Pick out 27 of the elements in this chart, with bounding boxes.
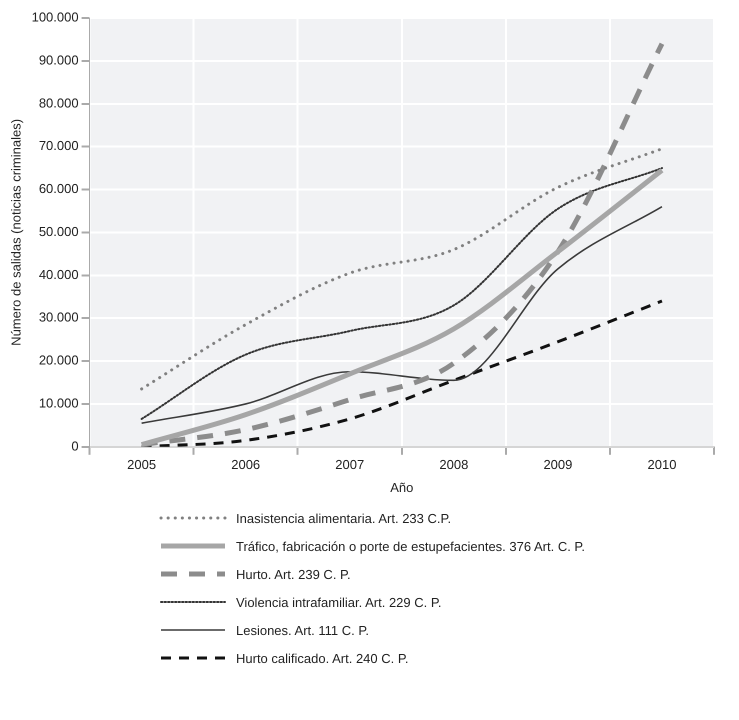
- y-tick-label: 100.000: [32, 10, 79, 25]
- x-tick-label: 2007: [335, 457, 364, 472]
- y-tick-label: 60.000: [38, 181, 79, 196]
- y-tick-label: 90.000: [38, 52, 79, 68]
- x-tick-label: 2009: [543, 457, 572, 472]
- line-series: [140, 206, 663, 424]
- y-tick-label: 50.000: [38, 224, 79, 239]
- x-tick-label: 2005: [127, 457, 156, 472]
- y-tick-label: 0: [71, 438, 79, 454]
- y-tick-label: 20.000: [38, 352, 79, 368]
- y-tick-label: 10.000: [38, 396, 79, 410]
- legend-label: Inasistencia alimentaria. Art. 233 C.P.: [236, 510, 452, 526]
- x-tick-label: 2008: [439, 457, 468, 472]
- legend-label: Violencia intrafamiliar. Art. 229 C. P.: [236, 594, 442, 610]
- y-tick-label: 40.000: [38, 266, 79, 282]
- x-axis-title: Año: [390, 480, 414, 495]
- legend-label: Hurto calificado. Art. 240 C. P.: [236, 650, 408, 666]
- legend-label: Lesiones. Art. 111 C. P.: [236, 622, 369, 638]
- legend-label: Tráfico, fabricación o porte de estupefacientes. 376 Art. C. P.: [236, 538, 586, 554]
- y-tick-label: 70.000: [38, 138, 79, 154]
- x-tick-label: 2010: [648, 457, 676, 472]
- y-tick-label: 30.000: [38, 310, 79, 325]
- line-series: [140, 300, 664, 447]
- y-axis-title: Número de salidas (noticias criminales): [8, 118, 24, 346]
- y-tick-label: 80.000: [38, 95, 79, 110]
- legend-label: Hurto. Art. 239 C. P.: [236, 566, 351, 582]
- x-tick-label: 2006: [231, 457, 260, 472]
